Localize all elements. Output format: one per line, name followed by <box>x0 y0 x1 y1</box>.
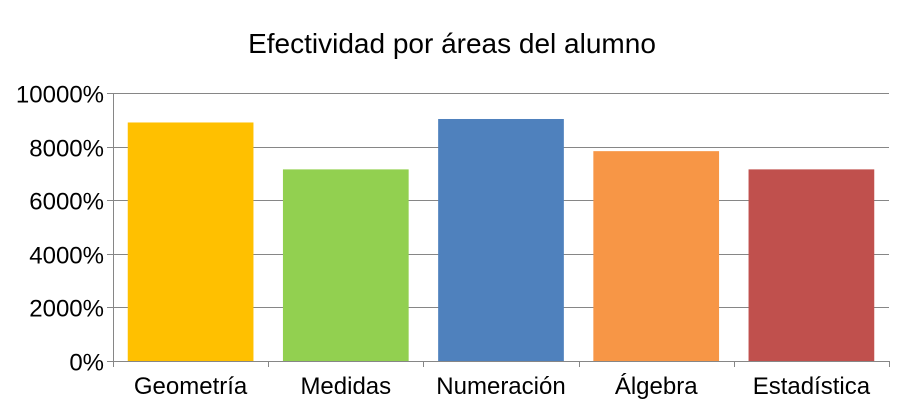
y-tick-label: 4000% <box>29 243 104 270</box>
y-tick-label: 10000% <box>16 82 104 109</box>
x-tick-label: Medidas <box>300 373 391 400</box>
y-tick-label: 8000% <box>29 136 104 163</box>
bar-geometria <box>127 122 254 361</box>
x-tick-labels: Geometría Medidas Numeración Álgebra Estadís… <box>134 373 871 400</box>
bar-medidas <box>282 169 409 361</box>
bar-estadistica <box>748 169 875 361</box>
bar-numeracion <box>438 118 564 361</box>
y-tick-label: 0% <box>69 350 104 377</box>
x-tick-label: Geometría <box>134 373 248 400</box>
x-tick-label: Numeración <box>436 373 565 400</box>
y-tick-label: 6000% <box>29 189 104 216</box>
bars <box>127 118 875 361</box>
x-tick-label: Estadística <box>753 373 871 400</box>
axes <box>107 93 890 367</box>
bar-algebra <box>593 151 720 361</box>
x-tick-label: Álgebra <box>615 373 698 400</box>
y-tick-label: 2000% <box>29 296 104 323</box>
chart-title: Efectividad por áreas del alumno <box>248 28 656 59</box>
y-tick-labels: 0% 2000% 4000% 6000% 8000% 10000% <box>16 82 104 377</box>
